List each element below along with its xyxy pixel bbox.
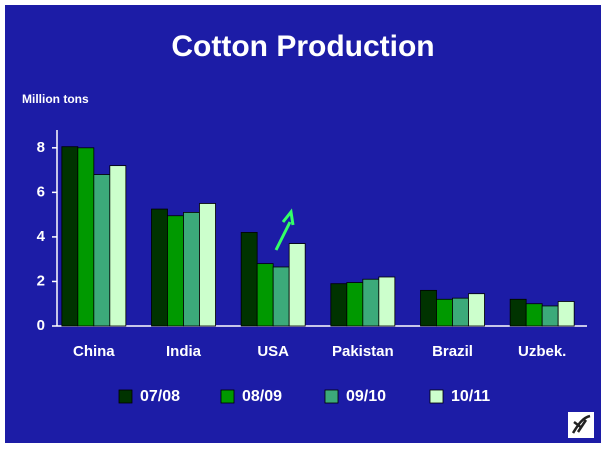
bar — [330, 283, 348, 327]
y-tick-label: 4 — [37, 228, 46, 245]
bar — [288, 243, 306, 327]
bar — [420, 289, 437, 327]
bar — [109, 165, 127, 327]
bar — [452, 297, 469, 327]
chart-title: Cotton Production — [171, 30, 434, 63]
bar — [256, 263, 274, 327]
logo-icon — [568, 412, 594, 438]
bar — [93, 174, 111, 327]
bar — [61, 146, 79, 327]
bar — [151, 208, 168, 327]
legend-label: 10/11 — [451, 388, 490, 405]
legend-label: 07/08 — [140, 388, 180, 405]
bar — [183, 212, 200, 327]
y-axis-label: Million tons — [22, 92, 89, 106]
x-tick-label: Pakistan — [332, 343, 394, 360]
legend-label: 09/10 — [346, 388, 386, 405]
legend-swatch — [429, 389, 444, 404]
bar — [378, 276, 396, 327]
x-tick-label: Brazil — [432, 343, 473, 360]
bar — [272, 266, 290, 327]
legend-swatch — [324, 389, 339, 404]
legend-swatch — [118, 389, 133, 404]
x-tick-label: Uzbek. — [518, 343, 566, 360]
x-tick-label: USA — [257, 343, 289, 360]
bar — [557, 301, 575, 327]
legend-label: 08/09 — [242, 388, 282, 405]
bar — [240, 232, 258, 327]
bar — [525, 303, 543, 327]
y-tick-label: 8 — [37, 139, 45, 156]
bar — [346, 282, 364, 327]
y-tick-label: 2 — [37, 272, 45, 289]
bar — [509, 298, 527, 327]
bar — [199, 203, 216, 327]
legend-swatch — [220, 389, 235, 404]
bar — [167, 215, 184, 327]
bar — [77, 147, 95, 327]
y-tick-label: 0 — [37, 317, 45, 334]
y-tick-label: 6 — [37, 183, 45, 200]
bar — [362, 278, 380, 327]
bar — [436, 298, 453, 327]
x-tick-label: China — [73, 343, 115, 360]
bar — [468, 293, 485, 327]
bar — [541, 305, 559, 327]
trend-arrow — [274, 208, 295, 251]
x-tick-label: India — [166, 343, 202, 360]
